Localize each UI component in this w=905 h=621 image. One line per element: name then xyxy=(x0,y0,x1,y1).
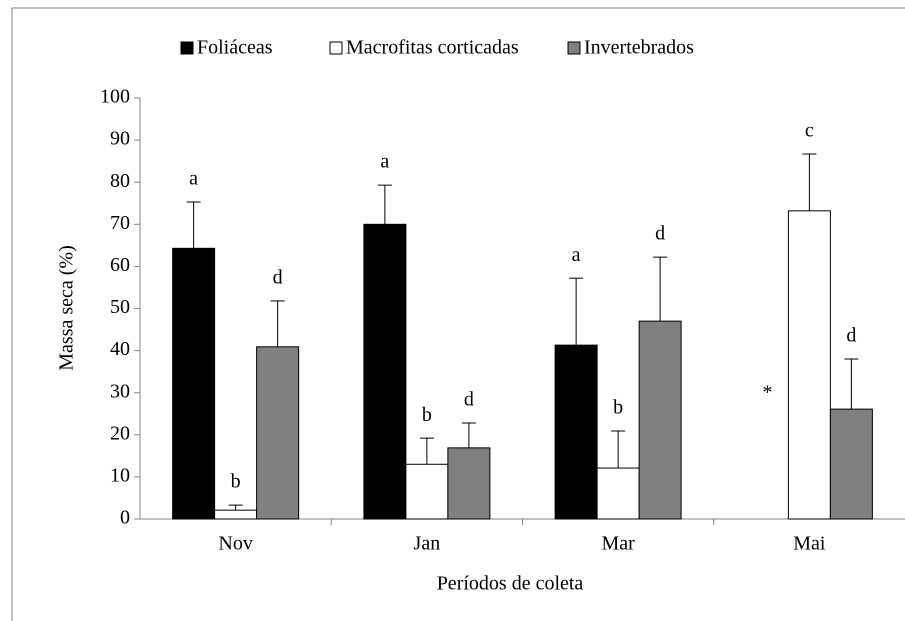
annotation: d xyxy=(655,223,665,245)
legend-label: Invertebrados xyxy=(584,37,694,59)
bar xyxy=(214,509,258,520)
y-tick-label: 40 xyxy=(110,338,130,360)
y-tick-label: 10 xyxy=(110,464,130,486)
bar xyxy=(363,223,407,520)
annotation: * xyxy=(762,382,772,404)
legend-label: Macrofitas corticadas xyxy=(346,37,519,59)
annotation: b xyxy=(231,471,241,493)
x-tick-label: Jan xyxy=(414,533,441,555)
x-tick-label: Mai xyxy=(793,533,826,555)
bar xyxy=(405,463,449,520)
annotation: d xyxy=(464,389,474,411)
annotation: a xyxy=(189,168,198,190)
y-tick-label: 20 xyxy=(110,422,130,444)
y-tick-label: 70 xyxy=(110,212,130,234)
y-tick-label: 100 xyxy=(100,86,130,108)
y-tick-label: 60 xyxy=(110,254,130,276)
bar xyxy=(638,320,682,520)
y-tick-label: 50 xyxy=(110,296,130,318)
bar xyxy=(829,408,873,520)
annotation: c xyxy=(805,120,814,142)
y-axis-title: Massa seca (%) xyxy=(56,245,78,371)
x-axis-title: Períodos de coleta xyxy=(437,573,584,595)
bar xyxy=(554,344,598,520)
legend-label: Foliáceas xyxy=(197,37,273,59)
chart-frame xyxy=(11,7,905,621)
annotation: a xyxy=(380,151,389,173)
legend-swatch xyxy=(567,41,581,55)
annotation: a xyxy=(572,244,581,266)
bar xyxy=(256,346,300,520)
y-tick-label: 30 xyxy=(110,380,130,402)
bar xyxy=(447,447,491,520)
annotation: d xyxy=(273,267,283,289)
bar xyxy=(596,467,640,520)
x-tick-label: Mar xyxy=(601,533,635,555)
annotation: b xyxy=(613,397,623,419)
y-tick-label: 90 xyxy=(110,128,130,150)
annotation: b xyxy=(422,404,432,426)
y-tick-label: 0 xyxy=(120,507,130,529)
y-tick-label: 80 xyxy=(110,170,130,192)
legend-swatch xyxy=(329,41,343,55)
bar xyxy=(172,247,216,520)
x-tick-label: Nov xyxy=(218,533,252,555)
legend-swatch xyxy=(180,41,194,55)
annotation: d xyxy=(846,325,856,347)
bar xyxy=(787,210,831,520)
